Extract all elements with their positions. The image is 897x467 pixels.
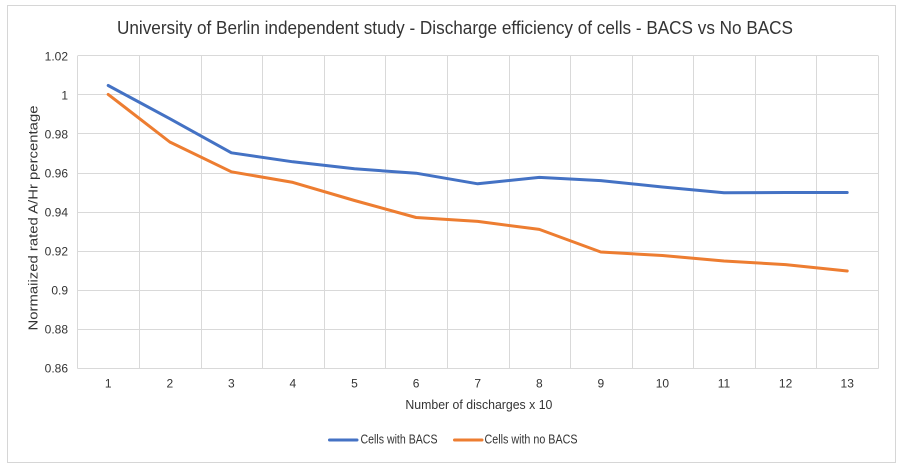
svg-text:1.02: 1.02	[45, 49, 69, 63]
svg-text:0.96: 0.96	[45, 166, 69, 180]
svg-text:12: 12	[779, 376, 793, 390]
svg-text:Cells with no BACS: Cells with no BACS	[485, 433, 578, 447]
svg-text:University of Berlin independe: University of Berlin independent study -…	[117, 18, 793, 38]
svg-text:1: 1	[61, 88, 68, 102]
svg-text:11: 11	[718, 376, 731, 390]
svg-text:5: 5	[351, 376, 358, 390]
svg-text:0.92: 0.92	[45, 244, 69, 258]
svg-text:4: 4	[290, 376, 297, 390]
svg-text:10: 10	[656, 376, 670, 390]
svg-text:0.94: 0.94	[45, 205, 69, 219]
svg-text:Cells with BACS: Cells with BACS	[361, 433, 438, 447]
svg-text:Normaiized rated A/Hr percenta: Normaiized rated A/Hr percentage	[27, 105, 41, 330]
svg-text:0.98: 0.98	[45, 127, 69, 141]
svg-text:9: 9	[597, 376, 604, 390]
svg-text:0.88: 0.88	[45, 322, 69, 336]
svg-text:1: 1	[105, 376, 112, 390]
svg-text:2: 2	[166, 376, 173, 390]
svg-text:7: 7	[474, 376, 481, 390]
svg-text:13: 13	[841, 376, 855, 390]
svg-text:0.9: 0.9	[51, 283, 68, 297]
svg-text:0.86: 0.86	[45, 361, 69, 375]
svg-text:6: 6	[413, 376, 420, 390]
svg-text:8: 8	[536, 376, 543, 390]
svg-text:3: 3	[228, 376, 235, 390]
svg-text:Number of discharges x 10: Number of discharges x 10	[405, 398, 552, 412]
